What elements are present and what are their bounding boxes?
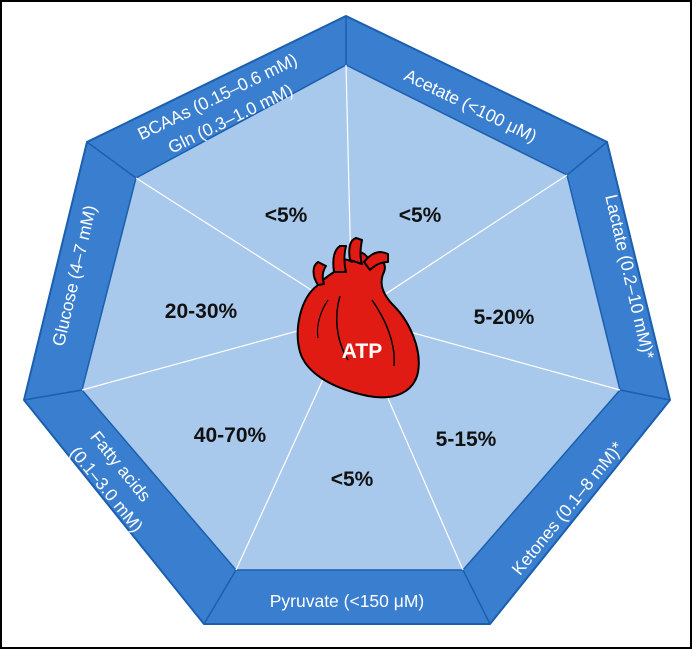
share-glucose: 20-30% [165,300,238,323]
share-acetate: <5% [399,204,442,227]
frame-bevels [23,16,671,625]
share-pyruvate: <5% [331,468,374,491]
center-label: ATP [342,340,382,363]
heart-icon [296,237,420,399]
share-bcaas: <5% [265,204,308,227]
share-ketones: 5-15% [436,428,497,451]
substrate-pyruvate: Pyruvate (<150 μM) [270,591,425,611]
share-fatty-acids: 40-70% [194,424,267,447]
share-lactate: 5-20% [474,306,535,329]
